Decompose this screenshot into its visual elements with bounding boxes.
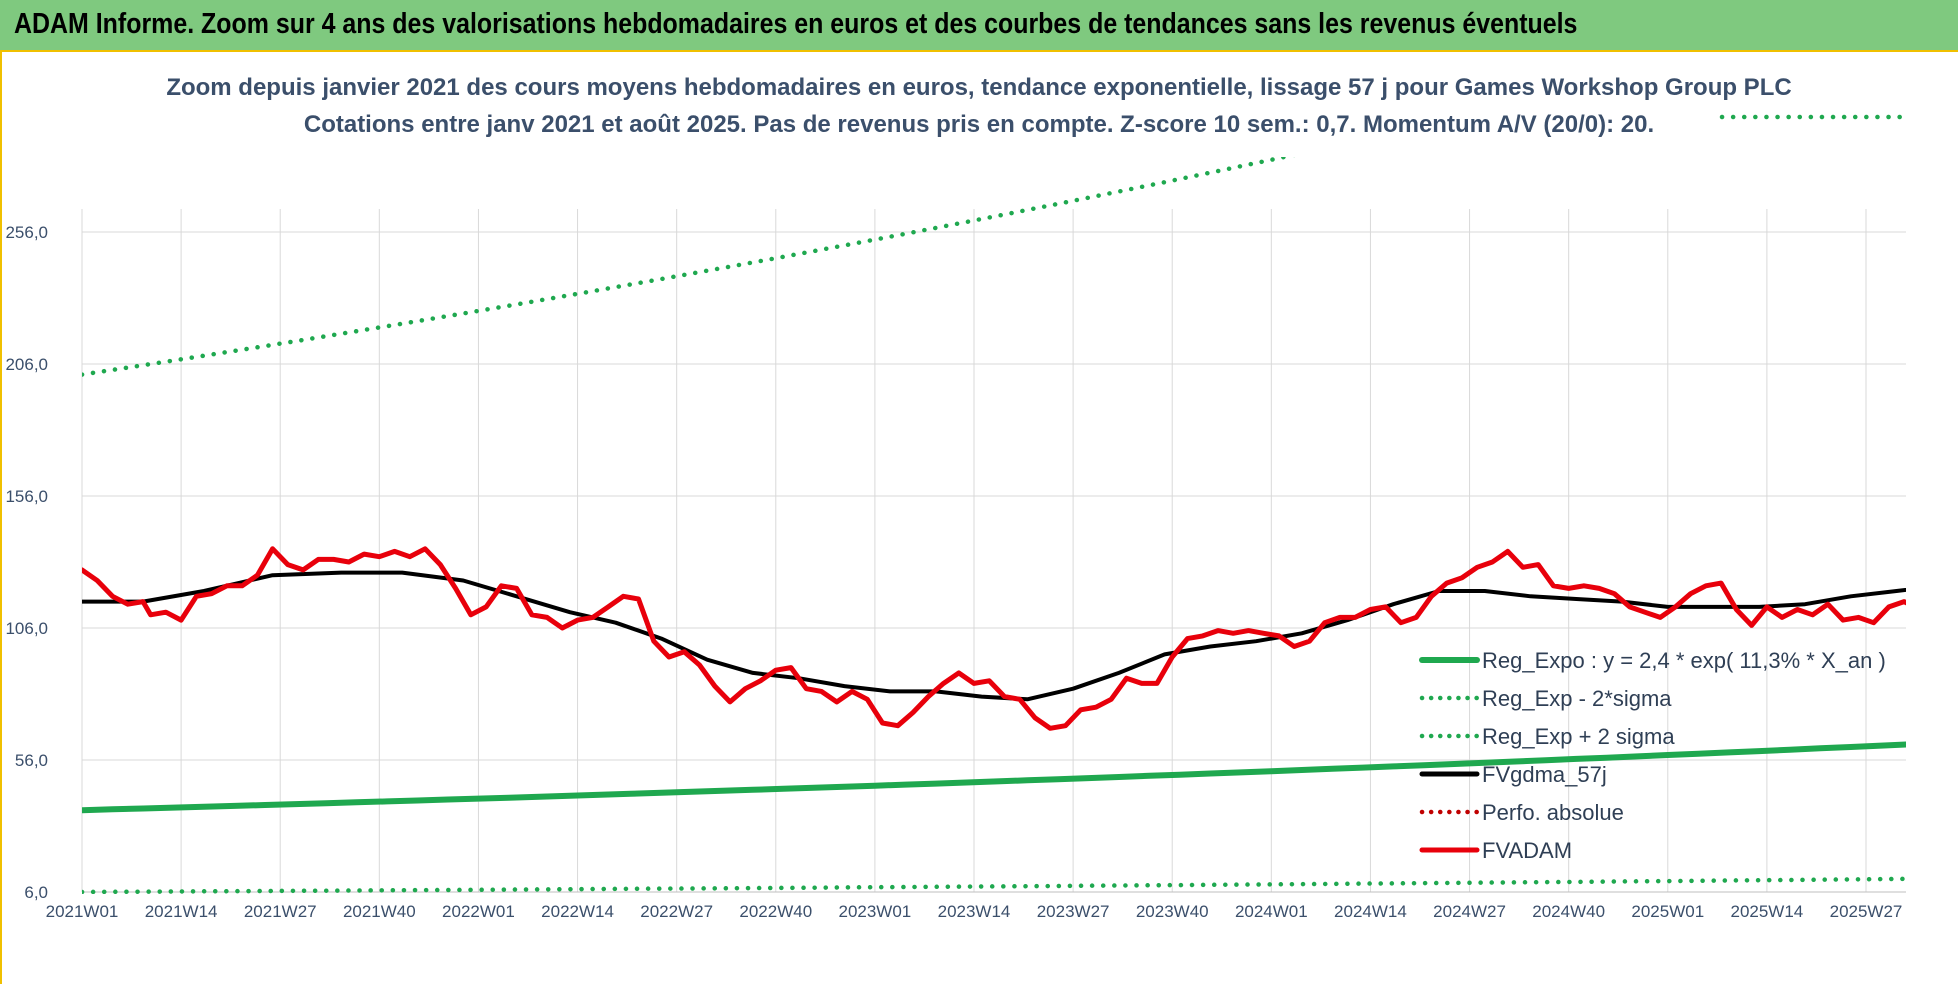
x-tick-label: 2021W40 (343, 902, 416, 921)
x-tick-label: 2025W01 (1631, 902, 1704, 921)
header-banner: ADAM Informe. Zoom sur 4 ans des valoris… (0, 0, 1958, 52)
series-group (82, 157, 1906, 894)
series-line-0 (82, 741, 1906, 814)
series-line-3 (82, 570, 1906, 702)
legend: Reg_Expo : y = 2,4 * exp( 11,3% * X_an )… (1419, 648, 1886, 863)
legend-label: Perfo. absolue (1482, 800, 1624, 825)
chart-title-line-2: Cotations entre janv 2021 et août 2025. … (304, 111, 1654, 138)
x-tick-label: 2022W01 (442, 902, 515, 921)
x-axis: 2021W01 2021W14 2021W27 2021W40 2022W01 2022W… (46, 902, 1903, 921)
series-line-4 (82, 546, 1906, 731)
legend-label: FVgdma_57j (1482, 762, 1607, 787)
series-line-2 (82, 157, 1296, 377)
y-tick-label: 156,0 (5, 487, 48, 506)
x-tick-label: 2021W01 (46, 902, 119, 921)
line-chart: Zoom depuis janvier 2021 des cours moyen… (5, 74, 1906, 921)
legend-label: Reg_Exp + 2 sigma (1482, 724, 1675, 749)
series-line-1 (82, 876, 1906, 894)
x-tick-label: 2023W27 (1037, 902, 1110, 921)
legend-label: Reg_Expo : y = 2,4 * exp( 11,3% * X_an ) (1482, 648, 1886, 673)
x-tick-label: 2022W40 (739, 902, 812, 921)
y-tick-label: 256,0 (5, 223, 48, 242)
legend-label: Reg_Exp - 2*sigma (1482, 686, 1672, 711)
y-axis: 6,0 56,0 106,0 156,0 206,0 256,0 (5, 223, 48, 902)
x-tick-label: 2023W01 (838, 902, 911, 921)
y-tick-label: 206,0 (5, 355, 48, 374)
chart-area: Zoom depuis janvier 2021 des cours moyen… (0, 52, 1958, 984)
x-tick-label: 2023W14 (938, 902, 1011, 921)
x-tick-label: 2022W14 (541, 902, 614, 921)
x-tick-label: 2024W27 (1433, 902, 1506, 921)
legend-label: FVADAM (1482, 838, 1572, 863)
y-tick-label: 56,0 (15, 751, 48, 770)
x-tick-label: 2022W27 (640, 902, 713, 921)
x-tick-label: 2025W27 (1830, 902, 1903, 921)
x-tick-label: 2021W27 (244, 902, 317, 921)
x-tick-label: 2024W14 (1334, 902, 1407, 921)
x-tick-label: 2024W01 (1235, 902, 1308, 921)
chart-title-line-1: Zoom depuis janvier 2021 des cours moyen… (166, 74, 1791, 101)
x-tick-label: 2021W14 (145, 902, 218, 921)
x-tick-label: 2024W40 (1532, 902, 1605, 921)
y-tick-label: 106,0 (5, 619, 48, 638)
banner-title: ADAM Informe. Zoom sur 4 ans des valoris… (14, 8, 1578, 40)
y-tick-label: 6,0 (24, 883, 48, 902)
x-tick-label: 2025W14 (1730, 902, 1803, 921)
x-tick-label: 2023W40 (1136, 902, 1209, 921)
grid (81, 209, 1906, 893)
